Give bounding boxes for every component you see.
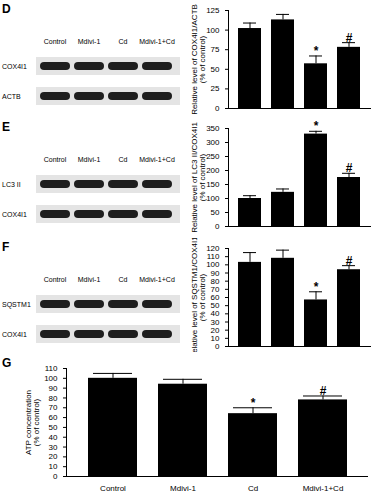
svg-text:350: 350: [206, 124, 220, 133]
svg-text:Mdivi-1+Cd: Mdivi-1+Cd: [139, 38, 175, 45]
svg-text:Cd: Cd: [119, 276, 128, 283]
svg-text:60: 60: [211, 293, 220, 302]
svg-text:Mdivi-1: Mdivi-1: [78, 156, 101, 163]
svg-text:Cd: Cd: [119, 156, 128, 163]
svg-text:110: 110: [45, 364, 58, 373]
svg-text:40: 40: [49, 433, 58, 442]
svg-text:Control: Control: [44, 156, 67, 163]
svg-text:20: 20: [49, 452, 58, 461]
svg-text:F: F: [2, 240, 9, 254]
svg-text:90: 90: [211, 269, 220, 278]
svg-text:20: 20: [211, 326, 220, 335]
svg-text:10: 10: [49, 462, 58, 471]
svg-text:E: E: [2, 120, 10, 134]
svg-text:Control: Control: [100, 484, 126, 493]
svg-text:*: *: [314, 119, 319, 133]
svg-text:40: 40: [211, 309, 220, 318]
svg-text:Relative level of LC3 II/COX4I: Relative level of LC3 II/COX4I1(% of con…: [190, 122, 207, 232]
svg-text:10: 10: [211, 334, 220, 343]
svg-text:Relative level of SQSTM1/COX4I: Relative level of SQSTM1/COX4I1(% of con…: [190, 238, 207, 352]
svg-text:COX4I1: COX4I1: [2, 331, 27, 338]
svg-text:Mdivi-1: Mdivi-1: [78, 276, 101, 283]
svg-text:#: #: [346, 31, 353, 45]
svg-text:*: *: [251, 396, 256, 410]
svg-text:50: 50: [211, 301, 220, 310]
svg-text:100: 100: [206, 194, 220, 203]
svg-text:Control: Control: [44, 38, 67, 45]
svg-text:Cd: Cd: [119, 38, 128, 45]
svg-text:120: 120: [206, 244, 220, 253]
svg-text:Mdivi-1+Cd: Mdivi-1+Cd: [139, 156, 175, 163]
svg-text:90: 90: [49, 384, 58, 393]
svg-text:0: 0: [53, 472, 58, 481]
svg-text:70: 70: [49, 403, 58, 412]
svg-text:Cd: Cd: [248, 484, 258, 493]
svg-text:0: 0: [215, 104, 220, 113]
svg-text:Mdivi-1+Cd: Mdivi-1+Cd: [303, 484, 344, 493]
svg-text:250: 250: [206, 152, 220, 161]
svg-text:ACTB: ACTB: [2, 93, 21, 100]
svg-text:Mdivi-1+Cd: Mdivi-1+Cd: [139, 276, 175, 283]
svg-text:80: 80: [49, 394, 58, 403]
svg-text:70: 70: [211, 285, 220, 294]
svg-text:*: *: [314, 44, 319, 58]
svg-text:100: 100: [206, 260, 220, 269]
svg-text:125: 125: [206, 6, 220, 15]
svg-text:#: #: [346, 254, 353, 268]
svg-text:Mdivi-1: Mdivi-1: [170, 484, 196, 493]
svg-text:ATP concentration(% of control: ATP concentration(% of control): [24, 390, 41, 455]
svg-text:*: *: [314, 280, 319, 294]
svg-text:COX4I1: COX4I1: [2, 63, 27, 70]
svg-text:50: 50: [211, 65, 220, 74]
svg-text:60: 60: [49, 413, 58, 422]
svg-text:30: 30: [211, 318, 220, 327]
svg-text:SQSTM1: SQSTM1: [2, 301, 31, 309]
svg-text:COX4I1: COX4I1: [2, 211, 27, 218]
svg-text:Relative level of COX4I1/ACTB(: Relative level of COX4I1/ACTB(% of contr…: [190, 4, 207, 114]
svg-text:LC3 II: LC3 II: [2, 181, 21, 188]
svg-text:75: 75: [211, 45, 220, 54]
svg-text:30: 30: [49, 443, 58, 452]
svg-text:D: D: [2, 2, 11, 16]
svg-text:80: 80: [211, 277, 220, 286]
svg-text:#: #: [320, 384, 327, 398]
svg-text:Control: Control: [44, 276, 67, 283]
svg-text:#: #: [346, 161, 353, 175]
svg-text:200: 200: [206, 166, 220, 175]
svg-text:0: 0: [215, 222, 220, 231]
svg-text:110: 110: [207, 252, 220, 261]
svg-text:100: 100: [206, 26, 220, 35]
svg-text:Mdivi-1: Mdivi-1: [78, 38, 101, 45]
svg-text:50: 50: [211, 208, 220, 217]
html-text:G: G: [2, 356, 12, 370]
svg-text:50: 50: [49, 423, 58, 432]
svg-text:300: 300: [206, 138, 220, 147]
svg-text:0: 0: [215, 342, 220, 351]
svg-text:25: 25: [211, 84, 220, 93]
svg-text:100: 100: [44, 374, 58, 383]
svg-text:150: 150: [206, 180, 220, 189]
